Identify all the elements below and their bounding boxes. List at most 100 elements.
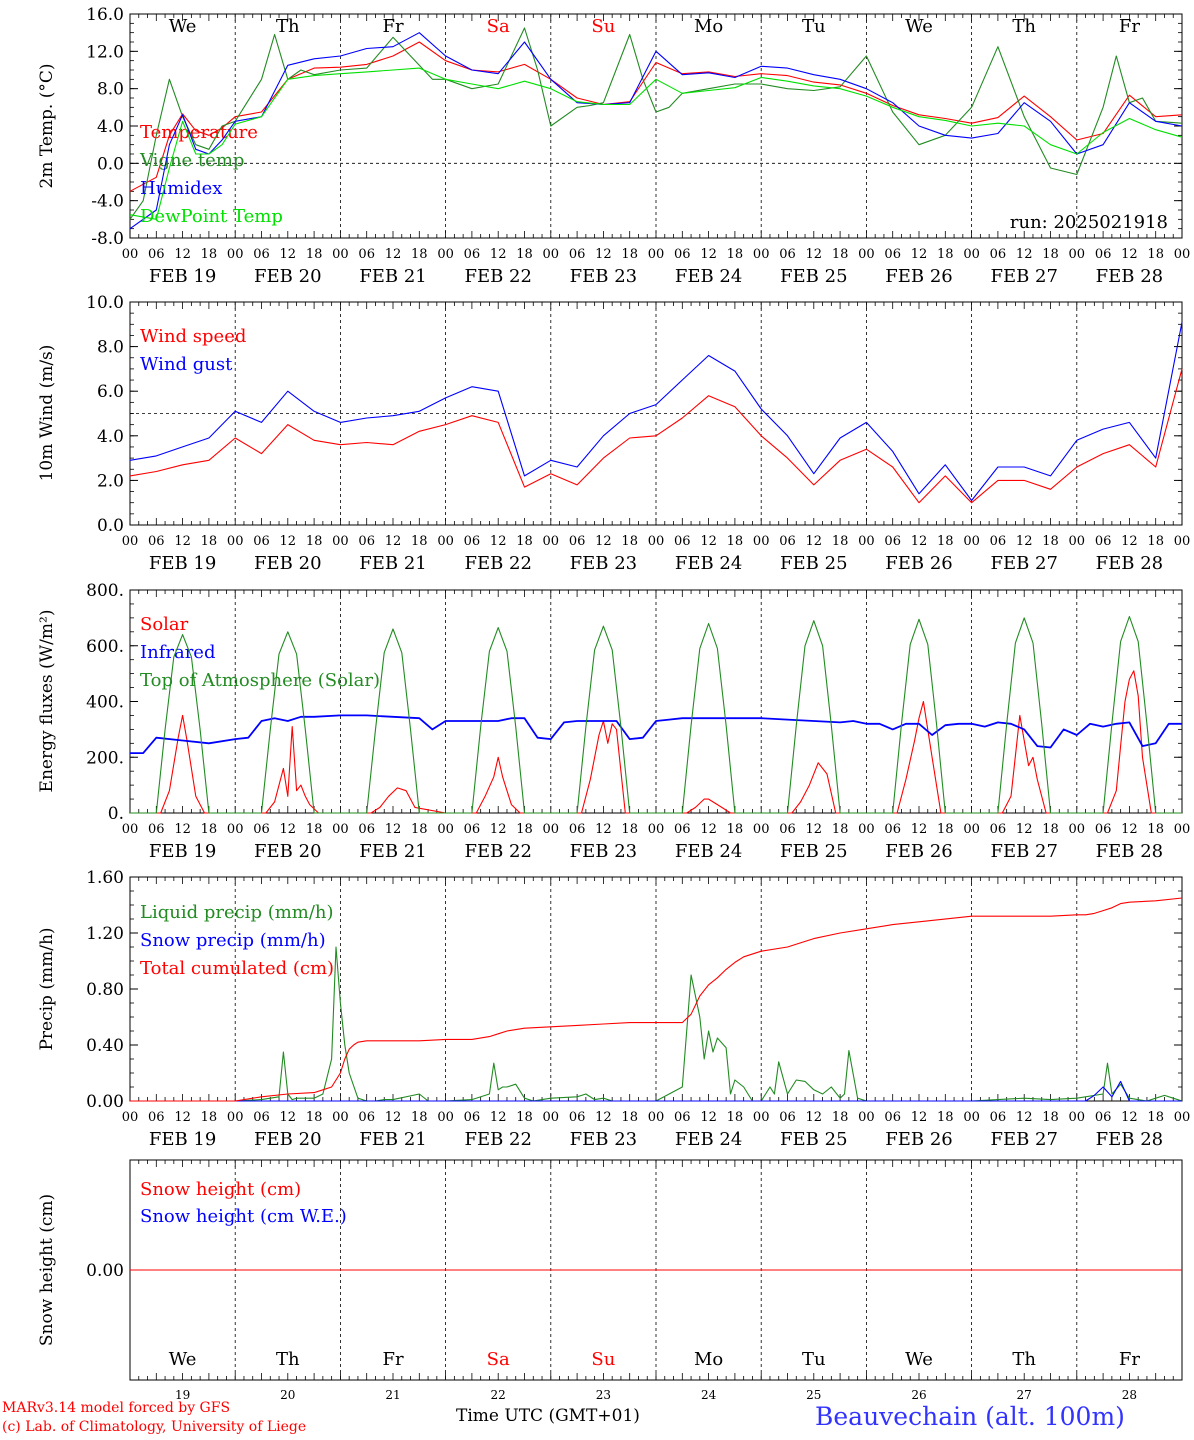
hour-tick-label: 12 <box>1016 822 1033 837</box>
y-tick-label: 0. <box>108 804 124 824</box>
hour-tick-label: 00 <box>858 247 875 262</box>
y-tick-label: 0.0 <box>97 516 124 536</box>
hour-tick-label: 06 <box>464 534 481 549</box>
hour-tick-label: 12 <box>911 822 928 837</box>
y-tick-label: 4.0 <box>97 427 124 447</box>
hour-tick-label: 06 <box>253 822 270 837</box>
hour-tick-label: 00 <box>648 822 665 837</box>
hour-tick-label: 06 <box>464 822 481 837</box>
date-label: FEB 23 <box>570 1129 637 1150</box>
hour-tick-label: 00 <box>753 822 770 837</box>
hour-tick-label: 00 <box>963 1110 980 1125</box>
hour-tick-label: 06 <box>464 1110 481 1125</box>
date-label: FEB 28 <box>1096 266 1163 287</box>
hour-tick-label: 00 <box>753 1110 770 1125</box>
x-axis-title: Time UTC (GMT+01) <box>456 1406 640 1426</box>
hour-tick-label: 12 <box>490 534 507 549</box>
weekday-label: We <box>169 1349 197 1370</box>
hour-tick-label: 12 <box>700 247 717 262</box>
series-line <box>130 670 1182 814</box>
date-label: FEB 25 <box>780 553 847 574</box>
date-label: FEB 19 <box>149 266 216 287</box>
series-line <box>129 27 1183 220</box>
series-line <box>129 67 1183 220</box>
hour-tick-label: 06 <box>464 247 481 262</box>
hour-tick-label: 18 <box>516 1110 533 1125</box>
hour-tick-label: 18 <box>201 822 218 837</box>
hour-tick-label: 18 <box>937 1110 954 1125</box>
hour-tick-label: 18 <box>832 247 849 262</box>
hour-tick-label: 12 <box>385 822 402 837</box>
date-label: FEB 28 <box>1096 553 1163 574</box>
y-tick-label: 1.60 <box>86 868 124 888</box>
y-tick-label: 0.40 <box>86 1036 124 1056</box>
hour-tick-label: 06 <box>358 534 375 549</box>
hour-tick-label: 06 <box>779 822 796 837</box>
date-label: FEB 26 <box>885 266 952 287</box>
date-label: FEB 27 <box>990 553 1057 574</box>
legend-entry: Wind gust <box>140 354 233 375</box>
y-tick-label: 4.0 <box>97 117 124 137</box>
date-label: FEB 20 <box>254 1129 321 1150</box>
hour-tick-label: 06 <box>569 534 586 549</box>
hour-tick-label: 12 <box>1016 247 1033 262</box>
hour-tick-label: 18 <box>306 534 323 549</box>
date-label: FEB 21 <box>359 1129 426 1150</box>
date-label: FEB 19 <box>149 553 216 574</box>
y-tick-label: 0.00 <box>86 1261 124 1281</box>
date-label: FEB 24 <box>675 266 742 287</box>
hour-tick-label: 06 <box>148 1110 165 1125</box>
hour-tick-label: 00 <box>963 534 980 549</box>
hour-tick-label: 06 <box>674 822 691 837</box>
series-line <box>129 32 1183 230</box>
hour-tick-label: 12 <box>806 1110 823 1125</box>
date-label: FEB 22 <box>464 266 531 287</box>
y-axis-title: Precip (mm/h) <box>37 927 57 1050</box>
hour-tick-label: 18 <box>937 534 954 549</box>
hour-tick-label: 06 <box>253 534 270 549</box>
weekday-label: Th <box>1012 16 1036 37</box>
legend-entry: Infrared <box>140 642 215 663</box>
date-label: FEB 26 <box>885 553 952 574</box>
weekday-label: Tu <box>802 16 826 37</box>
hour-tick-label: 12 <box>174 247 191 262</box>
y-tick-label: 0.80 <box>86 980 124 1000</box>
hour-tick-label: 00 <box>543 247 560 262</box>
station-name: Beauvechain (alt. 100m) <box>815 1402 1125 1431</box>
hour-tick-label: 12 <box>1121 534 1138 549</box>
hour-tick-label: 00 <box>543 822 560 837</box>
hour-tick-label: 18 <box>937 822 954 837</box>
hour-tick-label: 00 <box>332 247 349 262</box>
hour-tick-label: 06 <box>779 247 796 262</box>
series-line <box>129 368 1183 504</box>
legend-entry: Solar <box>140 614 189 635</box>
hour-tick-label: 12 <box>1121 822 1138 837</box>
y-tick-label: 6.0 <box>97 382 124 402</box>
hour-tick-label: 00 <box>1069 822 1086 837</box>
hour-tick-label: 00 <box>1174 247 1191 262</box>
hour-tick-label: 00 <box>122 822 139 837</box>
hour-tick-label: 06 <box>884 247 901 262</box>
series-line <box>130 897 1183 1102</box>
hour-tick-label: 18 <box>201 247 218 262</box>
hour-tick-label: 00 <box>648 534 665 549</box>
weekday-label: We <box>905 16 933 37</box>
hour-tick-label: 12 <box>595 822 612 837</box>
hour-tick-label: 12 <box>174 1110 191 1125</box>
hour-tick-label: 12 <box>1121 1110 1138 1125</box>
day-number-label: 26 <box>911 1388 926 1402</box>
day-number-label: 20 <box>280 1388 295 1402</box>
date-label: FEB 22 <box>464 1129 531 1150</box>
weekday-label: Th <box>1012 1349 1036 1370</box>
legend-entry: Vigne temp <box>139 150 244 171</box>
hour-tick-label: 18 <box>1147 247 1164 262</box>
hour-tick-label: 06 <box>674 534 691 549</box>
hour-tick-label: 18 <box>516 822 533 837</box>
hour-tick-label: 06 <box>1095 822 1112 837</box>
hour-tick-label: 12 <box>806 822 823 837</box>
hour-tick-label: 00 <box>437 247 454 262</box>
hour-tick-label: 18 <box>1042 534 1059 549</box>
date-label: FEB 23 <box>570 841 637 862</box>
legend-entry: Temperature <box>140 122 258 143</box>
